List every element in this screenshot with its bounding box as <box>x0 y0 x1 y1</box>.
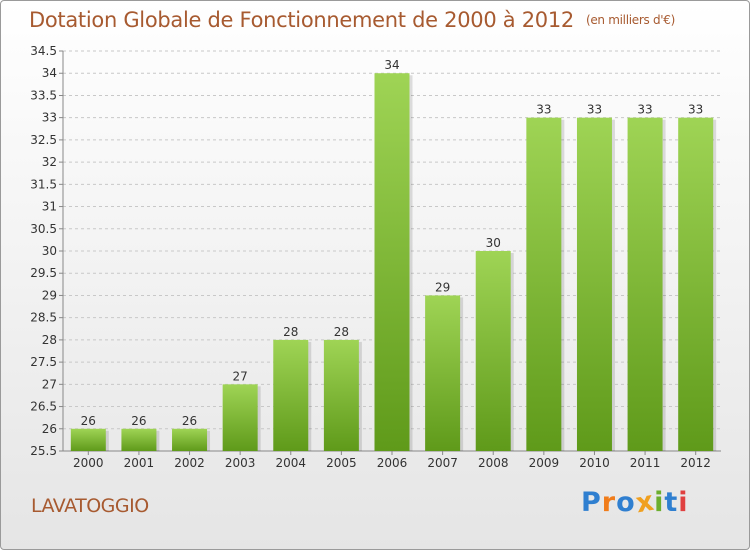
value-label-2000: 26 <box>81 414 96 428</box>
x-axis-ticks: 2000 2001 2002 2003 2004 2005 2006 2007 2008 2009… <box>73 451 711 470</box>
logo-letter: P <box>581 487 602 518</box>
bars: 26 26 26 27 28 28 34 29 30 33 33 33 33 <box>70 58 717 452</box>
y-axis-ticks: 25.5 26 26.5 27 27.5 28 28.5 29 29.5 30 30.5 31 31.5… <box>30 44 57 458</box>
value-label-2010: 33 <box>587 103 602 117</box>
chart-subtitle: (en milliers d'€) <box>585 13 675 27</box>
bar-2003 <box>222 384 258 451</box>
chart-title: Dotation Globale de Fonctionnement de 20… <box>29 8 675 32</box>
x-tick-label: 2004 <box>275 456 306 470</box>
x-tick-label: 2012 <box>680 456 711 470</box>
logo-letter: o <box>616 487 636 518</box>
x-tick-label: 2010 <box>579 456 610 470</box>
value-label-2001: 26 <box>131 414 146 428</box>
value-label-2007: 29 <box>435 280 450 294</box>
x-tick-label: 2007 <box>427 456 458 470</box>
chart-title-text: Dotation Globale de Fonctionnement de 20… <box>29 8 574 32</box>
y-tick-label: 29.5 <box>30 266 57 280</box>
y-tick-label: 27 <box>42 377 57 391</box>
y-tick-label: 25.5 <box>30 444 57 458</box>
x-tick-label: 2000 <box>73 456 104 470</box>
value-label-2005: 28 <box>334 325 349 339</box>
x-tick-label: 2009 <box>529 456 560 470</box>
logo-letter: t <box>664 487 679 518</box>
logo-letter: i <box>678 487 689 518</box>
bar-2012 <box>678 117 714 452</box>
x-tick-label: 2003 <box>225 456 256 470</box>
y-tick-label: 30 <box>42 244 57 258</box>
value-label-2011: 33 <box>637 103 652 117</box>
bar-2001 <box>121 428 157 451</box>
y-tick-label: 28.5 <box>30 311 57 325</box>
y-tick-label: 28 <box>42 333 57 347</box>
bar-2005 <box>323 339 359 451</box>
value-label-2009: 33 <box>536 103 551 117</box>
bar-2000 <box>70 428 106 451</box>
y-tick-label: 34.5 <box>30 44 57 58</box>
y-tick-label: 26.5 <box>30 400 57 414</box>
x-tick-label: 2005 <box>326 456 357 470</box>
proxiti-logo: Proxiti <box>581 486 689 520</box>
value-label-2002: 26 <box>182 414 197 428</box>
bar-2004 <box>273 339 309 451</box>
y-tick-label: 29 <box>42 288 57 302</box>
place-name: LAVATOGGIO <box>31 495 149 517</box>
x-tick-label: 2008 <box>478 456 509 470</box>
value-label-2006: 34 <box>384 58 399 72</box>
x-tick-label: 2002 <box>174 456 205 470</box>
bar-2011 <box>627 117 663 452</box>
y-tick-label: 33 <box>42 111 57 125</box>
y-tick-label: 34 <box>42 66 57 80</box>
y-tick-label: 32.5 <box>30 133 57 147</box>
bar-2006 <box>374 73 410 451</box>
bar-2007 <box>425 295 461 451</box>
y-tick-label: 31 <box>42 200 57 214</box>
value-label-2008: 30 <box>486 236 501 250</box>
y-tick-label: 26 <box>42 422 57 436</box>
y-tick-label: 32 <box>42 155 57 169</box>
value-label-2003: 27 <box>233 369 248 383</box>
bar-2008 <box>475 251 511 451</box>
logo-letter: r <box>601 487 617 518</box>
y-tick-label: 30.5 <box>30 222 57 236</box>
value-label-2004: 28 <box>283 325 298 339</box>
x-tick-label: 2011 <box>630 456 661 470</box>
y-tick-label: 31.5 <box>30 177 57 191</box>
y-tick-label: 33.5 <box>30 88 57 102</box>
value-label-2012: 33 <box>688 103 703 117</box>
x-tick-label: 2001 <box>124 456 155 470</box>
logo-letter: i <box>654 487 665 518</box>
x-tick-label: 2006 <box>377 456 408 470</box>
y-tick-label: 27.5 <box>30 355 57 369</box>
bar-2010 <box>576 117 612 452</box>
bar-2002 <box>172 428 208 451</box>
bar-2009 <box>526 117 562 452</box>
